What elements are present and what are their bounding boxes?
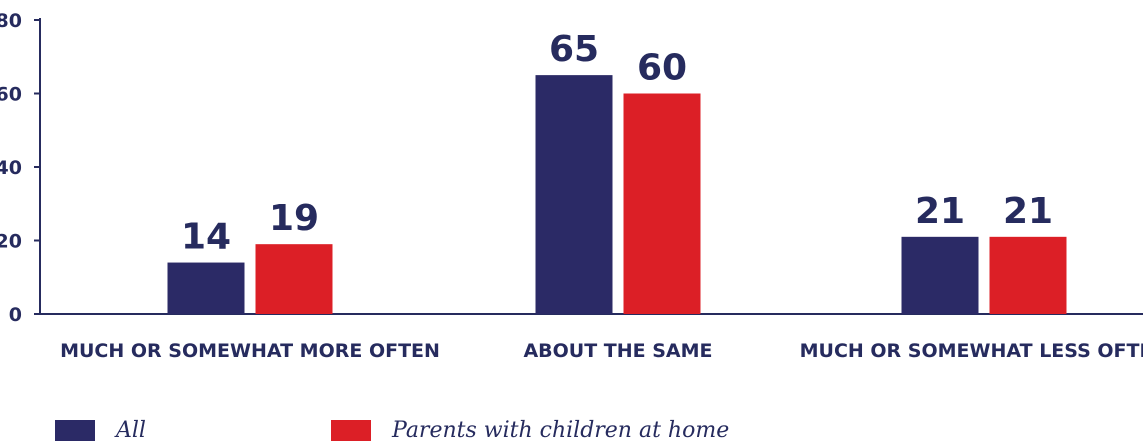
y-tick-label: 60 <box>0 84 22 106</box>
category-label: ABOUT THE SAME <box>523 340 712 362</box>
legend-label-parents: Parents with children at home <box>392 418 730 443</box>
y-tick-label: 20 <box>0 231 22 253</box>
legend-swatch-parents <box>331 420 371 441</box>
data-label: 65 <box>549 29 599 70</box>
bar-chart: 0 20 40 60 80 14 19 MUCH OR SOMEWHAT MORE OFTEN… <box>0 10 1143 362</box>
legend-item-all: All <box>55 418 146 443</box>
bar <box>255 244 333 314</box>
data-label: 14 <box>181 217 231 258</box>
category-label: MUCH OR SOMEWHAT MORE OFTEN <box>60 340 440 362</box>
bar <box>535 75 613 314</box>
y-tick-label: 40 <box>0 157 22 179</box>
bar <box>901 236 979 314</box>
bar <box>167 262 245 314</box>
category-label: MUCH OR SOMEWHAT LESS OFTEN <box>800 340 1143 362</box>
y-tick-label: 0 <box>9 304 22 326</box>
bar <box>623 93 701 314</box>
legend-label-all: All <box>116 418 146 443</box>
data-label: 19 <box>269 198 319 239</box>
data-label: 60 <box>637 48 687 89</box>
bar <box>989 236 1067 314</box>
legend: All Parents with children at home <box>0 418 1143 445</box>
data-label: 21 <box>915 191 965 232</box>
legend-item-parents: Parents with children at home <box>331 418 729 443</box>
y-tick-label: 80 <box>0 10 22 32</box>
legend-swatch-all <box>55 420 95 441</box>
data-label: 21 <box>1003 191 1053 232</box>
